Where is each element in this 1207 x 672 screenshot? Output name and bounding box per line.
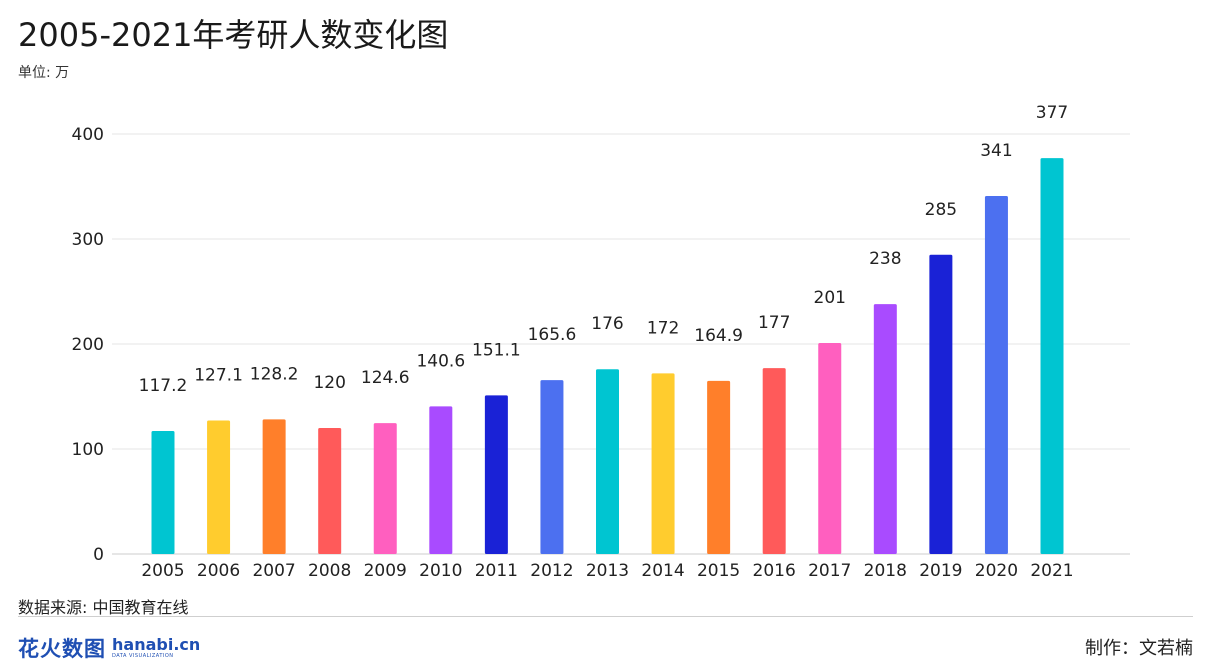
data-label-2007: 128.2 [250,364,299,384]
x-tick-label-2009: 2009 [364,561,407,581]
y-tick-label: 0 [93,545,104,565]
data-source: 数据来源: 中国教育在线 [18,598,189,617]
bars [151,158,1064,554]
x-tick-label-2016: 2016 [753,561,796,581]
x-tick-label-2005: 2005 [141,561,184,581]
brand-logo: 花火数图 hanabi.cn DATA VISUALIZATION [18,632,200,664]
y-tick-label: 200 [72,335,104,355]
x-tick-label-2011: 2011 [475,561,518,581]
bar-2020 [984,195,1008,554]
footer-divider [18,616,1193,617]
x-tick-label-2018: 2018 [864,561,907,581]
data-label-2005: 117.2 [139,376,188,396]
bar-chart: 0 100 200 300 400 117.2 127.1 128.2 120 124.6 140… [72,103,1130,581]
data-label-2020: 341 [980,141,1012,161]
data-label-2010: 140.6 [416,351,465,371]
author-credit: 制作：文若楠 [1085,638,1193,659]
data-label-2014: 172 [647,318,679,338]
bar-2021 [1040,158,1064,554]
bar-2009 [373,423,397,554]
unit-label: 单位: 万 [18,65,70,81]
x-axis-ticks: 2005 2006 2007 2008 2009 2010 2011 2012 2013 2014… [141,561,1073,581]
bar-2013 [596,369,619,554]
x-tick-label-2017: 2017 [808,561,851,581]
x-tick-label-2015: 2015 [697,561,740,581]
x-tick-label-2006: 2006 [197,561,240,581]
logo-english: hanabi.cn DATA VISUALIZATION [112,637,200,659]
x-tick-label-2019: 2019 [919,561,962,581]
bar-2006 [207,420,231,554]
x-tick-label-2008: 2008 [308,561,351,581]
bar-2016 [762,368,786,554]
data-label-2012: 165.6 [528,325,577,345]
bar-2008 [318,428,342,554]
data-label-2017: 201 [814,288,846,308]
x-tick-label-2010: 2010 [419,561,462,581]
data-label-2015: 164.9 [694,326,743,346]
y-tick-label: 400 [72,125,104,145]
bar-2014 [651,373,675,554]
data-label-2006: 127.1 [194,366,243,386]
data-label-2013: 176 [591,314,623,334]
x-tick-label-2014: 2014 [641,561,684,581]
bar-2011 [484,395,508,554]
bar-2015 [707,380,731,554]
y-tick-label: 300 [72,230,104,250]
bar-2017 [818,342,842,554]
data-labels: 117.2 127.1 128.2 120 124.6 140.6 151.1 165.6 17… [139,103,1069,396]
bar-2019 [929,254,953,554]
y-axis-ticks: 0 100 200 300 400 [72,125,104,565]
data-label-2016: 177 [758,313,790,333]
x-tick-label-2012: 2012 [530,561,573,581]
logo-tagline: DATA VISUALIZATION [112,653,174,659]
logo-domain: hanabi.cn [112,635,201,654]
x-tick-label-2020: 2020 [975,561,1018,581]
x-tick-label-2007: 2007 [252,561,295,581]
y-tick-label: 100 [72,440,104,460]
bar-2018 [873,304,897,554]
bar-2007 [262,419,286,554]
data-label-2019: 285 [925,200,957,220]
bar-2005 [151,430,175,554]
data-label-2021: 377 [1036,103,1068,123]
data-label-2011: 151.1 [472,340,521,360]
data-label-2009: 124.6 [361,368,410,388]
x-tick-label-2013: 2013 [586,561,629,581]
bar-2010 [429,406,453,554]
chart-title: 2005-2021年考研人数变化图 [18,16,449,54]
bar-2012 [540,380,564,554]
logo-chinese: 花火数图 [18,637,106,661]
x-tick-label-2021: 2021 [1030,561,1073,581]
data-label-2008: 120 [313,373,345,393]
data-label-2018: 238 [869,249,901,269]
